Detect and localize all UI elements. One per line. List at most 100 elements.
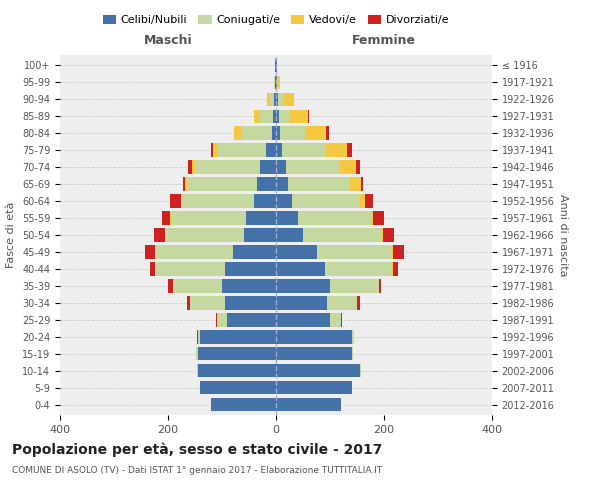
Bar	[155, 246, 233, 258]
Bar	[277, 76, 278, 89]
Bar	[260, 110, 274, 123]
Bar	[260, 160, 276, 173]
Bar	[195, 160, 260, 173]
Bar	[280, 126, 305, 140]
Bar	[266, 144, 276, 156]
Bar	[356, 160, 360, 173]
Y-axis label: Fasce di età: Fasce di età	[7, 202, 16, 268]
Bar	[198, 330, 200, 344]
Text: Femmine: Femmine	[352, 34, 416, 46]
Bar	[330, 280, 379, 292]
Bar	[350, 178, 361, 190]
Bar	[211, 398, 276, 411]
Text: Popolazione per età, sesso e stato civile - 2017: Popolazione per età, sesso e stato civil…	[12, 442, 382, 457]
Bar	[308, 110, 310, 123]
Bar	[341, 314, 342, 326]
Bar	[274, 76, 275, 89]
Bar	[373, 212, 384, 224]
Bar	[276, 398, 341, 411]
Bar	[325, 262, 392, 276]
Text: Maschi: Maschi	[143, 34, 193, 46]
Bar	[193, 160, 195, 173]
Bar	[145, 246, 155, 258]
Bar	[185, 178, 187, 190]
Bar	[276, 262, 325, 276]
Bar	[278, 110, 290, 123]
Bar	[274, 110, 276, 123]
Bar	[272, 126, 276, 140]
Bar	[225, 262, 276, 276]
Bar	[303, 228, 382, 241]
Bar	[276, 144, 283, 156]
Bar	[360, 364, 361, 378]
Bar	[392, 246, 393, 258]
Bar	[317, 246, 392, 258]
Bar	[340, 160, 356, 173]
Bar	[361, 178, 364, 190]
Bar	[326, 144, 347, 156]
Bar	[190, 296, 225, 310]
Bar	[357, 296, 360, 310]
Bar	[200, 330, 276, 344]
Bar	[196, 347, 198, 360]
Bar	[292, 194, 360, 207]
Bar	[352, 347, 353, 360]
Bar	[276, 194, 292, 207]
Y-axis label: Anni di nascita: Anni di nascita	[559, 194, 568, 276]
Bar	[233, 246, 276, 258]
Bar	[154, 228, 165, 241]
Bar	[155, 262, 225, 276]
Bar	[162, 212, 170, 224]
Bar	[198, 347, 276, 360]
Bar	[211, 144, 214, 156]
Bar	[197, 364, 198, 378]
Bar	[305, 126, 326, 140]
Bar	[283, 144, 326, 156]
Bar	[254, 110, 260, 123]
Bar	[257, 178, 276, 190]
Bar	[200, 381, 276, 394]
Bar	[254, 194, 276, 207]
Bar	[198, 364, 276, 378]
Bar	[218, 144, 266, 156]
Bar	[269, 92, 274, 106]
Bar	[171, 212, 247, 224]
Bar	[276, 347, 352, 360]
Bar	[182, 178, 185, 190]
Bar	[150, 262, 155, 276]
Bar	[215, 314, 217, 326]
Bar	[276, 330, 352, 344]
Bar	[217, 314, 227, 326]
Bar	[383, 228, 394, 241]
Bar	[276, 246, 317, 258]
Bar	[188, 160, 193, 173]
Bar	[288, 178, 350, 190]
Bar	[276, 110, 278, 123]
Bar	[214, 144, 218, 156]
Bar	[328, 296, 357, 310]
Bar	[284, 92, 295, 106]
Bar	[276, 126, 280, 140]
Bar	[276, 296, 328, 310]
Bar	[276, 314, 330, 326]
Text: COMUNE DI ASOLO (TV) - Dati ISTAT 1° gennaio 2017 - Elaborazione TUTTITALIA.IT: COMUNE DI ASOLO (TV) - Dati ISTAT 1° gen…	[12, 466, 382, 475]
Bar	[187, 296, 190, 310]
Bar	[182, 194, 254, 207]
Bar	[173, 280, 222, 292]
Bar	[298, 212, 371, 224]
Bar	[276, 381, 352, 394]
Bar	[365, 194, 373, 207]
Bar	[170, 194, 181, 207]
Bar	[276, 228, 303, 241]
Bar	[360, 194, 365, 207]
Bar	[347, 144, 352, 156]
Bar	[168, 280, 173, 292]
Bar	[392, 262, 398, 276]
Bar	[274, 92, 276, 106]
Bar	[276, 92, 278, 106]
Bar	[242, 126, 272, 140]
Bar	[290, 110, 308, 123]
Bar	[382, 228, 383, 241]
Bar	[278, 92, 284, 106]
Bar	[393, 246, 404, 258]
